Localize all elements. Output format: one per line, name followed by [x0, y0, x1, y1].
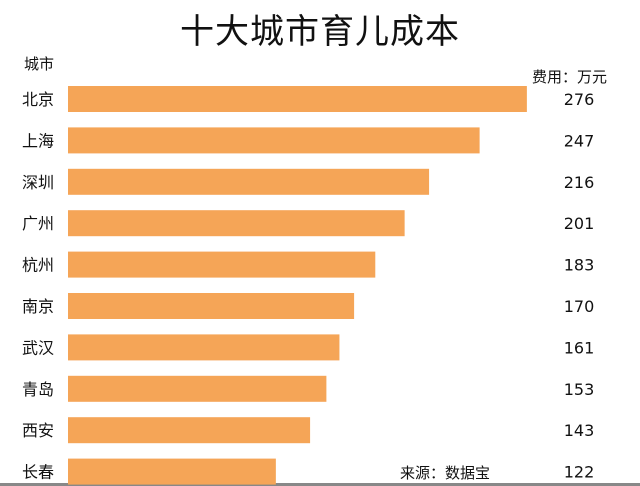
category-label: 深圳: [22, 173, 54, 192]
bar: [68, 417, 311, 444]
bar: [68, 127, 480, 154]
value-label: 122: [564, 463, 595, 482]
category-label: 武汉: [22, 338, 54, 357]
bar: [68, 86, 527, 112]
bar: [68, 251, 376, 278]
value-label: 143: [564, 421, 595, 440]
category-label: 广州: [22, 214, 54, 233]
bar: [68, 334, 340, 361]
bar: [68, 458, 276, 485]
value-label: 216: [564, 173, 595, 192]
source-note: 来源：数据宝: [400, 464, 491, 482]
chart-title: 十大城市育儿成本: [180, 12, 460, 52]
value-label: 201: [564, 214, 595, 233]
bottom-divider: [0, 483, 640, 486]
category-label: 青岛: [22, 380, 54, 399]
category-label: 西安: [22, 421, 54, 440]
value-label: 170: [564, 297, 595, 316]
unit-label: 费用：万元: [532, 68, 608, 86]
value-label: 161: [564, 338, 595, 357]
category-label: 上海: [22, 131, 54, 150]
y-axis-label: 城市: [24, 55, 55, 73]
value-label: 153: [564, 380, 595, 399]
bar: [68, 168, 430, 195]
value-label: 247: [564, 131, 595, 150]
category-label: 长春: [22, 463, 54, 482]
category-label: 南京: [22, 297, 54, 316]
value-label: 183: [564, 256, 595, 275]
category-label: 杭州: [22, 256, 54, 275]
category-label: 北京: [22, 90, 54, 109]
bar: [68, 210, 405, 237]
bar: [68, 375, 327, 402]
value-label: 276: [564, 90, 595, 109]
bar: [68, 293, 355, 319]
